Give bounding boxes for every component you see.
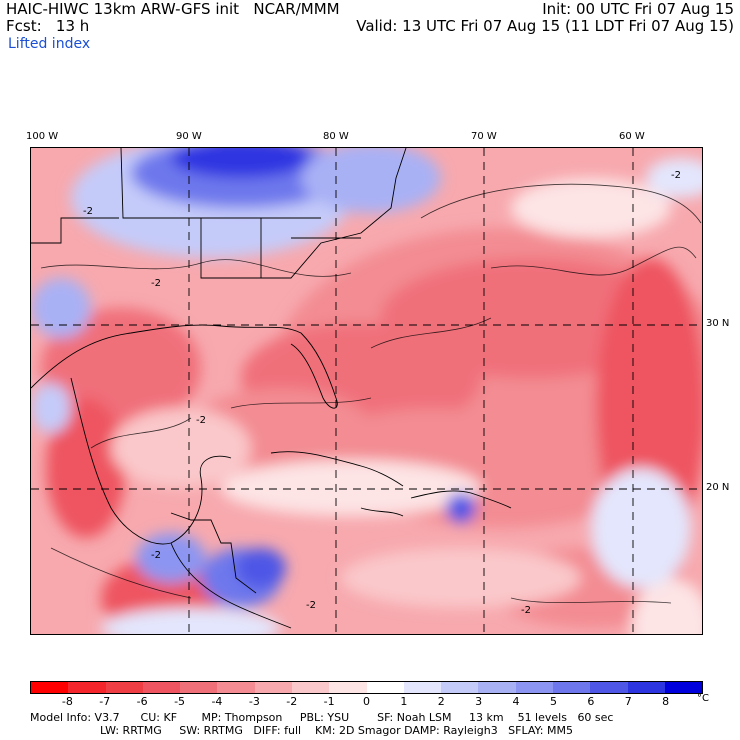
- lon-label-70w: 70 W: [471, 131, 497, 142]
- coastlines: [31, 148, 512, 629]
- field-name: Lifted index: [8, 36, 91, 52]
- colorbar-swatch: [329, 682, 367, 693]
- colorbar-tick-label: 8: [662, 695, 670, 708]
- colorbar-tick-label: -6: [136, 695, 148, 708]
- colorbar-swatch: [627, 682, 665, 693]
- model-title: HAIC-HIWC 13km ARW-GFS init NCAR/MMM: [6, 0, 340, 18]
- colorbar-swatch: [105, 682, 143, 693]
- contour-label: -2: [151, 550, 161, 561]
- colorbar-tick-label: 2: [437, 695, 445, 708]
- colorbar-tick-label: 7: [624, 695, 632, 708]
- colorbar-tick-label: 1: [400, 695, 408, 708]
- model-info-line2: LW: RRTMG SW: RRTMG DIFF: full KM: 2D Sm…: [100, 724, 573, 737]
- colorbar-swatch: [590, 682, 628, 693]
- colorbar-swatch: [552, 682, 591, 693]
- colorbar-swatch: [515, 682, 553, 693]
- colorbar-tick-label: 4: [512, 695, 520, 708]
- lat-label-20n: 20 N: [706, 482, 730, 493]
- lon-label-60w: 60 W: [619, 131, 645, 142]
- lat-label-30n: 30 N: [706, 318, 730, 329]
- contour-label: -2: [151, 278, 161, 289]
- contour-label: -2: [306, 600, 316, 611]
- contour-label: -2: [83, 206, 93, 217]
- lifted-index-field: [31, 148, 702, 634]
- lifted-index-map: -2 -2 -2 -2 -2 -2 -2: [30, 147, 703, 635]
- colorbar-tick-label: 6: [587, 695, 595, 708]
- lon-label-100w: 100 W: [26, 131, 59, 142]
- lat-lon-grid: [31, 148, 702, 634]
- init-time: Init: 00 UTC Fri 07 Aug 15: [542, 0, 734, 18]
- contour-label: -2: [521, 605, 531, 616]
- colorbar-swatch: [142, 682, 181, 693]
- valid-time: Valid: 13 UTC Fri 07 Aug 15 (11 LDT Fri …: [356, 17, 734, 35]
- colorbar-tick-label: 5: [549, 695, 557, 708]
- colorbar-tick-label: 3: [475, 695, 483, 708]
- colorbar-tick-label: -4: [211, 695, 223, 708]
- colorbar-tick-label: 0: [363, 695, 370, 708]
- contour-label: -2: [671, 170, 681, 181]
- colorbar-swatch: [366, 682, 404, 693]
- colorbar-tick-label: -3: [248, 695, 260, 708]
- contour-label: -2: [196, 415, 206, 426]
- colorbar-tick-label: -5: [174, 695, 186, 708]
- forecast-hour: Fcst: 13 h: [6, 17, 90, 35]
- colorbar-swatch: [31, 682, 69, 693]
- colorbar-swatch: [664, 682, 703, 693]
- colorbar: [30, 681, 703, 694]
- colorbar-unit: °C: [697, 693, 709, 704]
- colorbar-tick-label: -2: [286, 695, 298, 708]
- colorbar-tick-label: -1: [323, 695, 335, 708]
- colorbar-swatch: [254, 682, 292, 693]
- lon-label-80w: 80 W: [323, 131, 349, 142]
- colorbar-swatch: [441, 682, 479, 693]
- colorbar-swatch: [68, 682, 106, 693]
- lon-label-90w: 90 W: [176, 131, 202, 142]
- colorbar-tick-label: -7: [99, 695, 111, 708]
- colorbar-tick-label: -8: [61, 695, 73, 708]
- colorbar-swatch: [403, 682, 442, 693]
- contour-lines: [40, 183, 702, 604]
- colorbar-ticks: -8 -7 -6 -5 -4 -3 -2 -1 0 1 2 3 4 5 6 7 8: [30, 695, 703, 709]
- colorbar-swatch: [478, 682, 516, 693]
- colorbar-swatch: [291, 682, 330, 693]
- colorbar-swatch: [217, 682, 255, 693]
- colorbar-swatch: [180, 682, 218, 693]
- model-info-line1: Model Info: V3.7 CU: KF MP: Thompson PBL…: [30, 711, 614, 724]
